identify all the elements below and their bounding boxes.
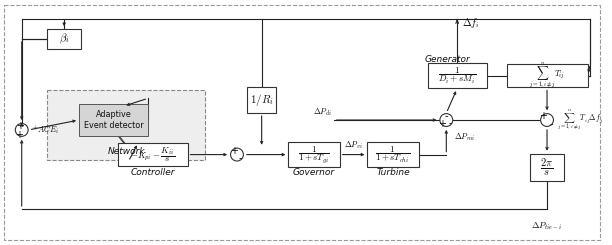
Text: $\beta_i$: $\beta_i$ [59, 32, 70, 46]
Text: $\dfrac{1}{1+sT_{chi}}$: $\dfrac{1}{1+sT_{chi}}$ [375, 144, 411, 165]
Bar [530, 154, 564, 181]
Text: $\dfrac{2\pi}{s}$: $\dfrac{2\pi}{s}$ [540, 157, 554, 178]
Text: +: + [15, 130, 23, 140]
Circle shape [440, 114, 453, 126]
Text: +: + [539, 111, 547, 121]
Text: Network: Network [108, 147, 145, 156]
Text: +: + [16, 121, 24, 131]
Text: $\sum_{j=1,i\neq j}^{n}T_{ij}\Delta f_j$: $\sum_{j=1,i\neq j}^{n}T_{ij}\Delta f_j$ [557, 108, 603, 132]
Text: -: - [238, 154, 242, 164]
Bar [428, 63, 487, 88]
Bar [288, 142, 340, 167]
Bar [367, 142, 419, 167]
Text: $\dfrac{1}{D_i+sM_i}$: $\dfrac{1}{D_i+sM_i}$ [438, 65, 476, 86]
Text: Controller: Controller [131, 168, 175, 177]
Bar [47, 90, 206, 159]
Bar [47, 29, 81, 49]
Circle shape [540, 114, 553, 126]
Circle shape [231, 148, 244, 161]
Text: $\Delta P_{di}$: $\Delta P_{di}$ [313, 106, 332, 118]
Bar [507, 64, 588, 87]
Text: $\Delta P_{vi}$: $\Delta P_{vi}$ [344, 140, 363, 151]
Text: +: + [438, 119, 446, 129]
Text: +: + [230, 146, 238, 156]
Circle shape [15, 123, 28, 136]
Text: $\sum_{j=1,i\neq j}^{n}T_{ij}$: $\sum_{j=1,i\neq j}^{n}T_{ij}$ [529, 61, 565, 90]
Text: -: - [549, 119, 553, 129]
Text: Adaptive
Event detector: Adaptive Event detector [84, 110, 143, 130]
Text: $1/R_i$: $1/R_i$ [250, 92, 274, 108]
Text: Generator: Generator [425, 55, 470, 64]
Bar [247, 87, 277, 113]
Text: $-K_{pi}-\dfrac{K_{ii}}{s}$: $-K_{pi}-\dfrac{K_{ii}}{s}$ [130, 146, 176, 164]
Text: -: - [444, 111, 448, 121]
Text: $\Delta P_{mi}$: $\Delta P_{mi}$ [454, 131, 476, 143]
Text: Governor: Governor [293, 168, 335, 177]
Text: $\Delta P_{tie-i}$: $\Delta P_{tie-i}$ [531, 221, 563, 233]
Text: $\dfrac{1}{1+sT_{gi}}$: $\dfrac{1}{1+sT_{gi}}$ [298, 144, 330, 165]
Text: $\Delta f_i$: $\Delta f_i$ [462, 16, 480, 30]
Bar [79, 104, 148, 136]
Bar [119, 143, 188, 166]
Text: ${}^+\!ACE_i$: ${}^+\!ACE_i$ [31, 123, 59, 136]
Text: Turbine: Turbine [376, 168, 410, 177]
Text: -: - [449, 118, 452, 128]
